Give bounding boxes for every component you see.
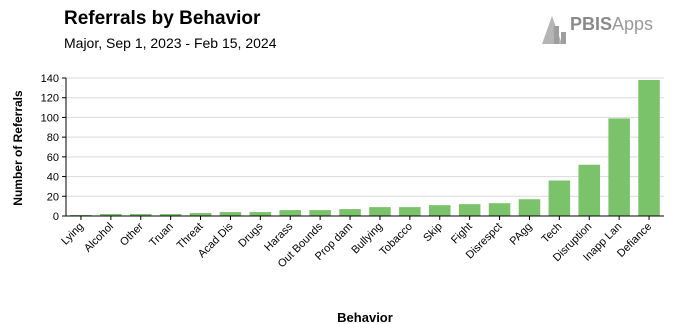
bar xyxy=(249,212,272,216)
x-tick-label: Truan xyxy=(147,221,176,250)
x-tick-label: Lying xyxy=(59,221,86,248)
logo-text-bold: PBIS xyxy=(570,14,613,34)
bar xyxy=(369,207,391,216)
x-tick-label: Tech xyxy=(540,221,565,246)
bar xyxy=(488,203,511,216)
bar xyxy=(339,209,361,216)
x-tick-label: Other xyxy=(118,220,146,248)
bar xyxy=(399,207,421,216)
y-tick-label: 100 xyxy=(41,112,59,124)
pbisapps-logo-text: PBISApps xyxy=(570,14,653,35)
bar xyxy=(309,210,331,216)
y-tick-label: 140 xyxy=(41,73,59,85)
y-tick-label: 40 xyxy=(47,172,59,184)
y-tick-label: 120 xyxy=(41,93,59,105)
x-tick-label: Tobacco xyxy=(378,221,415,258)
chart-title: Referrals by Behavior xyxy=(64,8,261,29)
x-tick-label: Alcohol xyxy=(82,221,116,255)
bar xyxy=(638,79,660,216)
pbis-building-icon xyxy=(542,16,566,44)
x-axis-label: Behavior xyxy=(337,310,393,324)
x-tick-label: Fight xyxy=(449,221,475,247)
y-tick-label: 80 xyxy=(47,132,59,144)
x-tick-label: PAgg xyxy=(508,221,535,248)
bar xyxy=(548,180,571,216)
y-axis-label: Number of Referrals xyxy=(11,90,25,206)
bar xyxy=(458,204,481,216)
y-tick-label: 60 xyxy=(47,152,59,164)
bar xyxy=(608,118,630,216)
y-tick-label: 0 xyxy=(53,211,59,223)
bar xyxy=(129,214,152,216)
bar xyxy=(518,199,541,216)
logo-text-light: Apps xyxy=(612,14,654,34)
bar xyxy=(159,214,182,216)
chart-subtitle: Major, Sep 1, 2023 - Feb 15, 2024 xyxy=(64,35,277,51)
x-tick-label: Skip xyxy=(421,221,445,245)
bar xyxy=(100,214,122,216)
bar xyxy=(279,210,302,216)
y-tick-label: 20 xyxy=(47,191,59,203)
bar xyxy=(428,205,451,216)
bar xyxy=(219,212,242,216)
bar xyxy=(578,164,601,216)
bar xyxy=(189,213,212,216)
